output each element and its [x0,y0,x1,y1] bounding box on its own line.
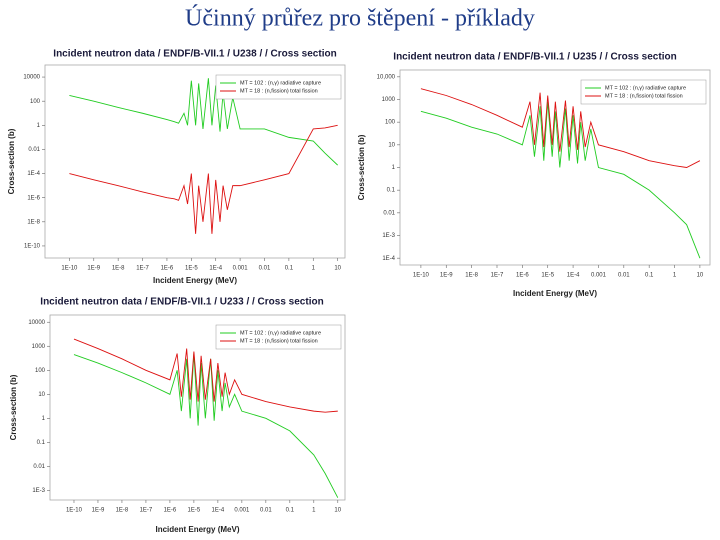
y-tick-label: 10 [388,142,395,148]
legend-label: MT = 102 : (n,γ) radiative capture [240,330,321,336]
y-tick-label: 0.1 [37,440,46,446]
x-tick-label: 0.1 [285,266,294,272]
x-tick-label: 1 [673,273,677,279]
y-tick-label: 0.01 [33,464,45,470]
x-axis-label: Incident Energy (MeV) [513,289,597,298]
legend-label: MT = 18 : (n,fission) total fission [605,93,683,99]
x-tick-label: 1E-9 [87,266,100,272]
x-tick-label: 1E-10 [66,508,83,514]
x-tick-label: 1E-5 [541,273,554,279]
y-tick-label: 0.01 [28,147,40,153]
y-axis-label: Cross-section (b) [7,128,16,194]
x-tick-label: 1E-7 [140,508,153,514]
x-tick-label: 0.1 [286,508,295,514]
x-tick-label: 0.01 [259,266,271,272]
legend-label: MT = 102 : (n,γ) radiative capture [240,80,321,86]
y-tick-label: 100 [35,368,46,374]
y-tick-label: 1E-6 [27,195,40,201]
x-tick-label: 1E-4 [209,266,222,272]
x-tick-label: 1E-7 [136,266,149,272]
chart-title: Incident neutron data / ENDF/B-VII.1 / U… [53,49,336,60]
y-tick-label: 100 [30,99,41,105]
legend-label: MT = 18 : (n,fission) total fission [240,338,318,344]
y-tick-label: 1 [392,165,396,171]
x-tick-label: 1E-7 [491,273,504,279]
series-line [420,88,701,168]
legend-label: MT = 18 : (n,fission) total fission [240,88,318,94]
y-tick-label: 10000 [28,320,45,326]
y-tick-label: 100 [385,120,396,126]
x-tick-label: 1E-6 [161,266,174,272]
x-axis-label: Incident Energy (MeV) [155,525,239,534]
x-tick-label: 1E-4 [567,273,580,279]
x-tick-label: 0.1 [645,273,654,279]
x-tick-label: 0.001 [234,508,250,514]
y-tick-label: 1000 [32,344,46,350]
series-line [420,101,701,259]
x-tick-label: 0.01 [260,508,272,514]
y-tick-label: 1E-8 [27,219,40,225]
y-tick-label: 1E-10 [24,244,41,250]
y-tick-label: 10,000 [377,74,396,80]
legend-box [215,74,342,100]
series-line [73,353,339,498]
chart-title: Incident neutron data / ENDF/B-VII.1 / U… [40,297,323,308]
y-tick-label: 1E-4 [27,171,40,177]
y-tick-label: 0.01 [383,210,395,216]
x-tick-label: 1E-10 [61,266,78,272]
x-tick-label: 1E-9 [440,273,453,279]
slide-title: Účinný průřez pro štěpení - příklady [185,5,535,32]
x-tick-label: 1E-8 [112,266,125,272]
x-axis-label: Incident Energy (MeV) [153,276,237,285]
x-tick-label: 0.001 [591,273,607,279]
series-line [69,124,338,234]
x-tick-label: 1E-4 [212,508,225,514]
x-tick-label: 1E-8 [465,273,478,279]
legend-label: MT = 102 : (n,γ) radiative capture [605,85,686,91]
x-tick-label: 10 [697,273,704,279]
x-tick-label: 1E-9 [92,508,105,514]
x-tick-label: 0.01 [618,273,630,279]
x-tick-label: 10 [334,266,341,272]
y-tick-label: 1E-3 [32,488,45,494]
legend-box [215,324,342,350]
y-tick-label: 10 [38,392,45,398]
x-tick-label: 1 [312,508,316,514]
y-axis-label: Cross-section (b) [357,134,366,200]
chart-title: Incident neutron data / ENDF/B-VII.1 / U… [393,52,676,63]
x-tick-label: 0.001 [233,266,249,272]
x-tick-label: 1E-5 [188,508,201,514]
x-tick-label: 1E-10 [413,273,430,279]
y-tick-label: 1000 [382,97,396,103]
series-line [73,338,338,413]
series-line [69,78,338,166]
x-tick-label: 10 [334,508,341,514]
legend-box [580,79,707,105]
y-tick-label: 10000 [23,75,40,81]
y-tick-label: 0.1 [387,188,396,194]
y-axis-label: Cross-section (b) [9,374,18,440]
y-tick-label: 1 [37,123,41,129]
y-tick-label: 1E-4 [382,256,395,262]
x-tick-label: 1E-8 [116,508,129,514]
x-tick-label: 1E-6 [164,508,177,514]
x-tick-label: 1 [312,266,316,272]
y-tick-label: 1 [42,416,46,422]
y-tick-label: 1E-3 [382,233,395,239]
x-tick-label: 1E-5 [185,266,198,272]
x-tick-label: 1E-6 [516,273,529,279]
